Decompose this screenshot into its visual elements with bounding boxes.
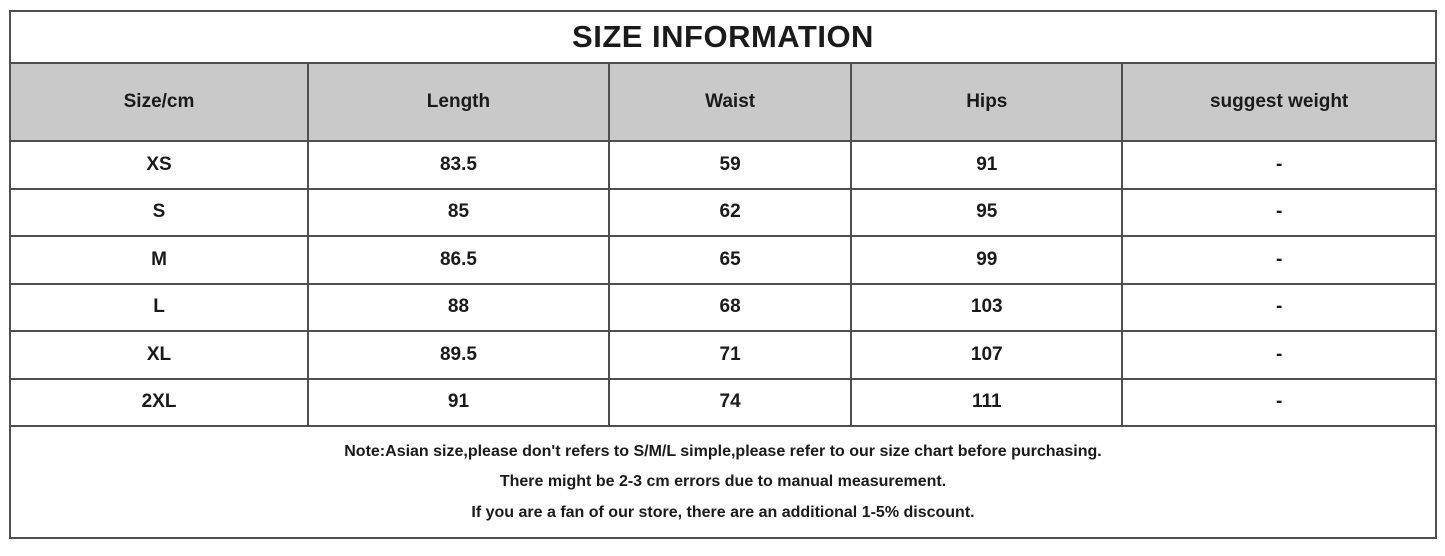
notes-container: Note:Asian size,please don't refers to S… xyxy=(11,427,1435,537)
cell-length: 88 xyxy=(307,282,610,332)
header-suggest-weight: suggest weight xyxy=(1121,62,1437,142)
cell-waist: 68 xyxy=(607,282,853,332)
cell-waist: 74 xyxy=(607,377,853,427)
cell-waist: 59 xyxy=(607,140,853,190)
cell-size: L xyxy=(8,282,310,332)
notes-row: Note:Asian size,please don't refers to S… xyxy=(9,425,1437,539)
cell-size: XL xyxy=(8,330,310,380)
size-table: SIZE INFORMATION Size/cm Length Waist Hi… xyxy=(8,10,1437,539)
cell-weight: - xyxy=(1121,330,1437,380)
cell-waist: 71 xyxy=(607,330,853,380)
table-row-l: L 88 68 103 - xyxy=(8,282,1437,332)
header-size-cm: Size/cm xyxy=(8,62,310,142)
table-row-2xl: 2XL 91 74 111 - xyxy=(8,377,1437,427)
cell-hips: 91 xyxy=(850,140,1124,190)
notes-cell: Note:Asian size,please don't refers to S… xyxy=(9,425,1437,539)
cell-length: 83.5 xyxy=(307,140,610,190)
cell-hips: 103 xyxy=(850,282,1124,332)
cell-length: 89.5 xyxy=(307,330,610,380)
cell-hips: 99 xyxy=(850,235,1124,285)
page-title: SIZE INFORMATION xyxy=(9,10,1437,64)
header-hips: Hips xyxy=(850,62,1124,142)
note-measurement-errors: There might be 2-3 cm errors due to manu… xyxy=(499,473,947,491)
cell-weight: - xyxy=(1121,377,1437,427)
table-row-xl: XL 89.5 71 107 - xyxy=(8,330,1437,380)
table-row-m: M 86.5 65 99 - xyxy=(8,235,1437,285)
cell-waist: 62 xyxy=(607,187,853,237)
cell-size: XS xyxy=(8,140,310,190)
cell-length: 85 xyxy=(307,187,610,237)
table-row-xs: XS 83.5 59 91 - xyxy=(8,140,1437,190)
cell-weight: - xyxy=(1121,187,1437,237)
header-length: Length xyxy=(307,62,610,142)
cell-weight: - xyxy=(1121,282,1437,332)
cell-length: 91 xyxy=(307,377,610,427)
cell-hips: 111 xyxy=(850,377,1124,427)
cell-hips: 107 xyxy=(850,330,1124,380)
cell-length: 86.5 xyxy=(307,235,610,285)
cell-waist: 65 xyxy=(607,235,853,285)
title-row: SIZE INFORMATION xyxy=(9,10,1437,64)
cell-size: M xyxy=(8,235,310,285)
cell-weight: - xyxy=(1121,235,1437,285)
note-asian-size: Note:Asian size,please don't refers to S… xyxy=(344,443,1102,461)
note-discount: If you are a fan of our store, there are… xyxy=(471,503,975,521)
header-waist: Waist xyxy=(607,62,853,142)
table-header-row: Size/cm Length Waist Hips suggest weight xyxy=(8,62,1437,142)
cell-size: S xyxy=(8,187,310,237)
cell-weight: - xyxy=(1121,140,1437,190)
cell-size: 2XL xyxy=(8,377,310,427)
table-row-s: S 85 62 95 - xyxy=(8,187,1437,237)
cell-hips: 95 xyxy=(850,187,1124,237)
